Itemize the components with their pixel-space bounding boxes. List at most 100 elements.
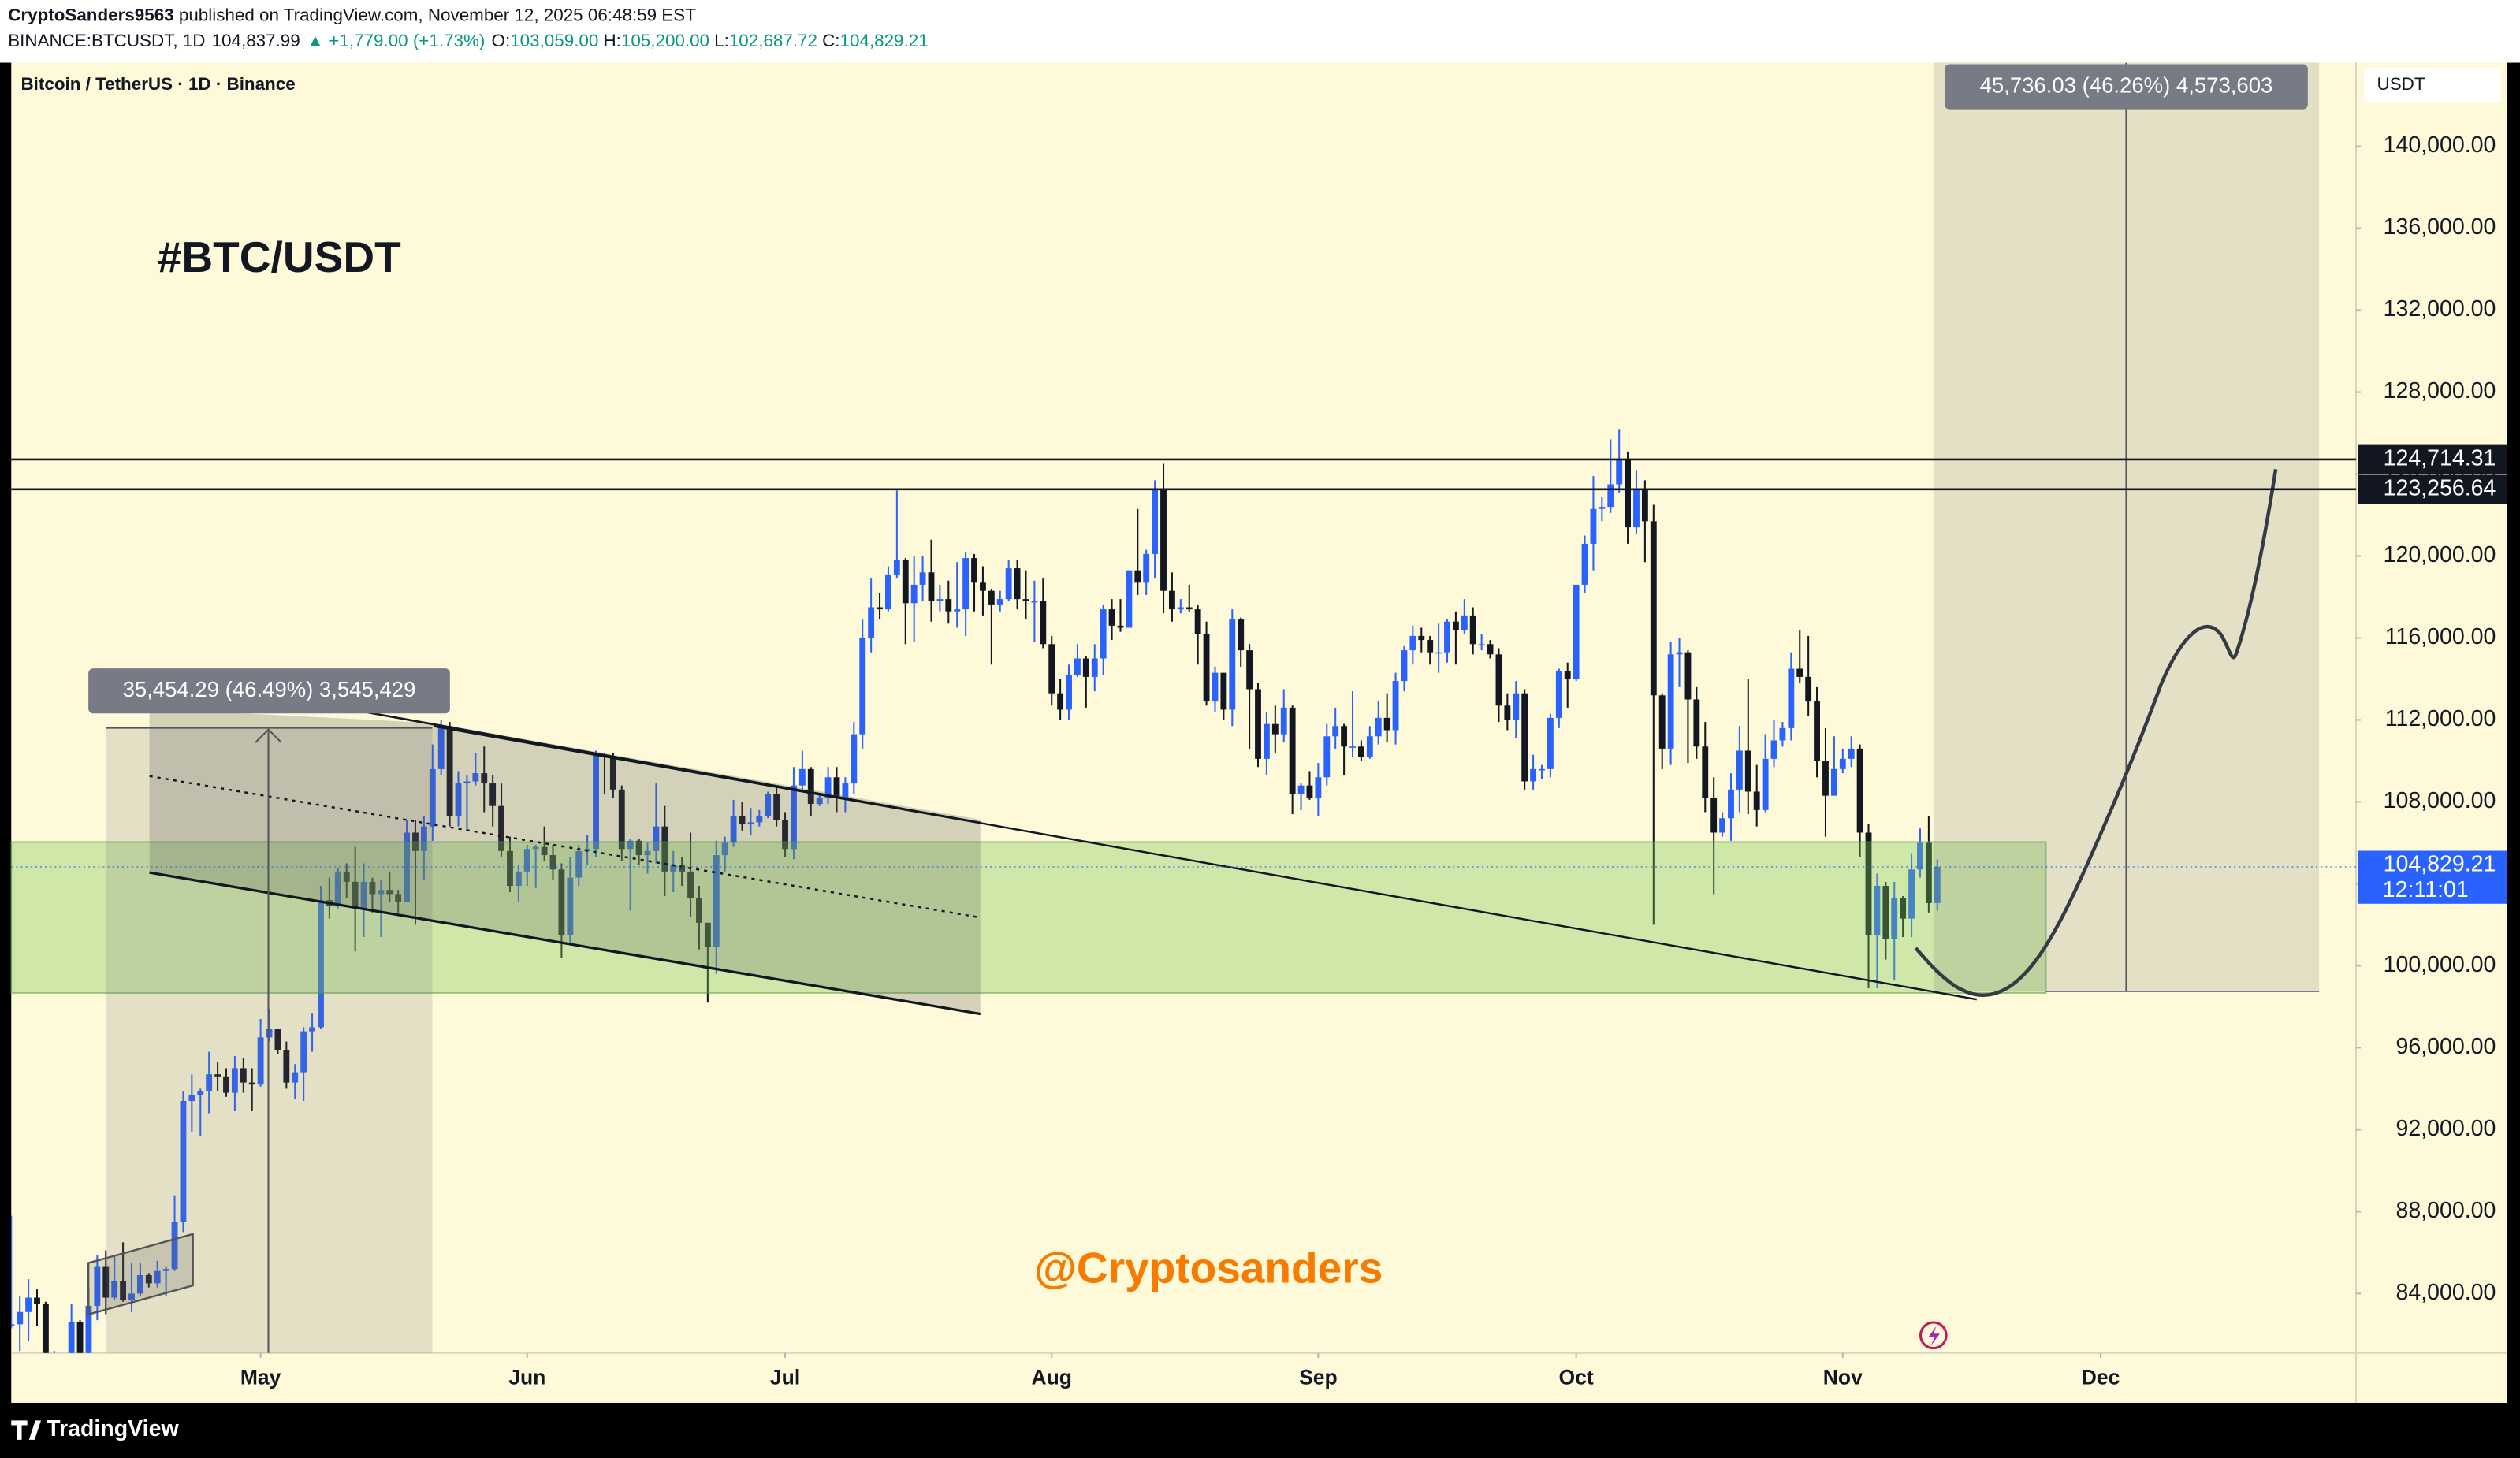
- candle-body: [730, 816, 737, 843]
- y-tick-label: 132,000.00: [2384, 296, 2496, 322]
- candle-body: [369, 881, 376, 895]
- candle-body: [1315, 777, 1322, 798]
- candle-body: [507, 850, 513, 887]
- candle-body: [68, 1322, 75, 1353]
- y-tick-label: 128,000.00: [2384, 378, 2496, 404]
- candle-body: [197, 1091, 204, 1095]
- candle-body: [1710, 798, 1718, 833]
- author: CryptoSanders9563: [8, 5, 173, 24]
- header-bar: [0, 0, 2520, 63]
- candle-body: [489, 783, 497, 806]
- currency-box: [2364, 67, 2501, 103]
- price: 104,837.99: [212, 31, 300, 50]
- candle-body: [1607, 484, 1614, 508]
- candle-body: [318, 900, 324, 1028]
- flag: [87, 1233, 194, 1316]
- candle-body: [644, 850, 651, 856]
- candle-body: [1504, 705, 1511, 720]
- candle-body: [1770, 740, 1777, 759]
- candle-body: [670, 865, 677, 872]
- candle-body: [1048, 644, 1055, 694]
- candle-body: [455, 783, 462, 816]
- candle-body: [1667, 654, 1674, 749]
- level-label: 124,714.31: [2384, 445, 2496, 471]
- ohlc-value: 103,059.00: [510, 31, 598, 50]
- candle-body: [1641, 488, 1648, 522]
- y-tick-label: 112,000.00: [2385, 706, 2496, 731]
- trendline: [434, 725, 1978, 1001]
- candle-body: [188, 1095, 195, 1102]
- candle-body: [223, 1076, 229, 1093]
- candle-body: [1839, 758, 1846, 769]
- candle-body: [214, 1074, 221, 1077]
- y-tick-label: 84,000.00: [2395, 1280, 2496, 1305]
- candle-body: [515, 871, 522, 887]
- candle-body: [360, 881, 367, 909]
- candle-body: [1427, 640, 1434, 653]
- candle-body: [42, 1304, 49, 1353]
- candle-body: [593, 754, 599, 850]
- arrow-head: [255, 728, 282, 743]
- y-tick-label: 100,000.00: [2384, 952, 2496, 977]
- measure-label-box: [88, 668, 450, 714]
- candle-body: [928, 572, 935, 601]
- candle-body: [1779, 727, 1786, 741]
- candle-body: [868, 607, 875, 638]
- candle-body: [1736, 750, 1743, 790]
- candle-body: [945, 599, 952, 612]
- candle-body: [1117, 625, 1124, 628]
- candle-body: [1865, 832, 1872, 935]
- candle-body: [154, 1270, 161, 1284]
- candle-body: [386, 890, 393, 895]
- candle-body: [1332, 726, 1339, 737]
- candle-body: [575, 850, 583, 878]
- candle-body: [145, 1274, 152, 1284]
- y-tick-label: 116,000.00: [2385, 624, 2496, 649]
- candle-body: [791, 785, 797, 850]
- candle-body: [1728, 789, 1734, 819]
- candle-body: [988, 590, 995, 605]
- candle-body: [128, 1293, 135, 1300]
- change: ▲ +1,779.00 (+1.73%): [307, 31, 485, 50]
- candle-body: [1891, 898, 1898, 939]
- candle-body: [1521, 693, 1528, 782]
- candle-body: [1547, 717, 1554, 769]
- candle-body: [1900, 898, 1907, 919]
- candle-body: [1031, 601, 1038, 603]
- candle-body: [1469, 615, 1476, 645]
- y-tick-label: 96,000.00: [2395, 1034, 2496, 1059]
- level-label: 123,256.64: [2384, 475, 2496, 500]
- candle-body: [111, 1281, 118, 1298]
- measure-label: 35,454.29 (46.49%) 3,545,429: [123, 677, 416, 701]
- candle-body: [1246, 650, 1253, 690]
- candle-body: [1091, 658, 1098, 677]
- candle-body: [1297, 785, 1305, 794]
- candle-body: [352, 881, 359, 909]
- candle-body: [1830, 768, 1837, 796]
- candle-body: [739, 816, 746, 825]
- candle-body: [1917, 842, 1923, 870]
- watermark: @Cryptosanders: [1034, 1243, 1383, 1292]
- candle-body: [1625, 459, 1632, 528]
- candle-body: [567, 877, 574, 935]
- candle-body: [1495, 654, 1502, 706]
- candle-body: [1238, 619, 1245, 651]
- candle-body: [437, 726, 445, 769]
- candle-body: [704, 922, 711, 948]
- candle-body: [807, 768, 814, 805]
- y-tick-label: 140,000.00: [2384, 132, 2496, 158]
- candle-body: [893, 560, 900, 575]
- candle-body: [532, 846, 539, 850]
- candle-body: [1753, 791, 1760, 810]
- candle-body: [1014, 568, 1021, 600]
- candle-body: [1392, 681, 1399, 731]
- candle-body: [971, 558, 977, 583]
- candle-body: [1263, 723, 1270, 759]
- candle-body: [34, 1297, 40, 1304]
- candle-body: [206, 1074, 213, 1092]
- header-line-2: BINANCE:BTCUSDT, 1D 104,837.99 ▲ +1,779.00…: [8, 31, 928, 50]
- candle-body: [1375, 717, 1382, 737]
- candle-body: [1676, 652, 1683, 655]
